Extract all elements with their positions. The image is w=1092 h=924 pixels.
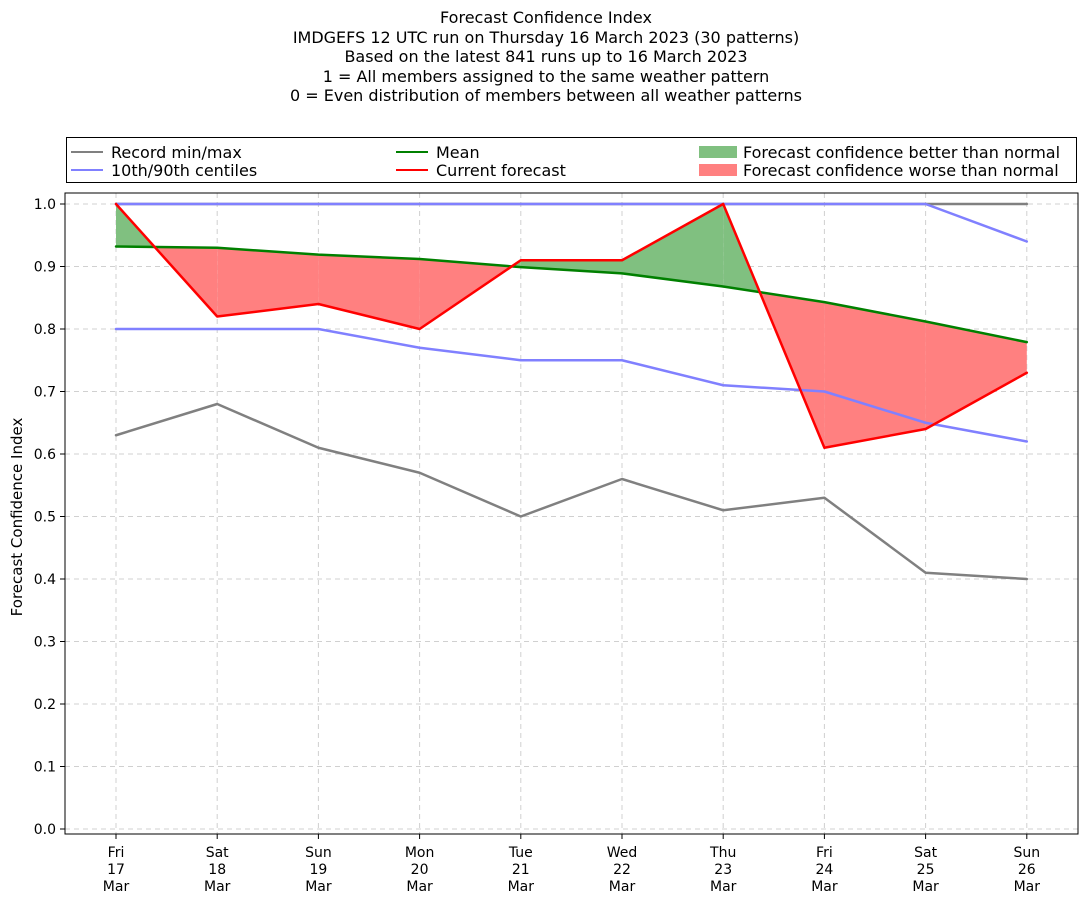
x-tick-label: Mar	[912, 879, 939, 895]
x-tick-label: 24	[815, 862, 833, 878]
legend-item-better: Forecast confidence better than normal	[699, 142, 1061, 162]
series-current-forecast-line	[114, 202, 1029, 449]
tick-layer: 0.00.10.20.30.40.50.60.70.80.91.0Fri17Ma…	[34, 197, 1041, 895]
x-tick-label: Mar	[710, 879, 737, 895]
chart-subtitle-scale-max: 1 = All members assigned to the same wea…	[322, 66, 770, 86]
fill-worse-than-normal	[419, 259, 512, 329]
x-tick-label: 26	[1018, 862, 1036, 878]
legend-item-record: Record min/max	[71, 142, 242, 162]
y-tick-label: 1.0	[34, 197, 56, 213]
chart-subtitle-basis: Based on the latest 841 runs up to 16 Ma…	[344, 47, 748, 66]
x-tick-label: 18	[208, 862, 226, 878]
legend-label-mean: Mean	[436, 142, 480, 162]
x-tick-label: Wed	[607, 845, 638, 861]
fill-worse-than-normal	[217, 247, 319, 317]
y-axis-label: Forecast Confidence Index	[8, 418, 26, 617]
y-tick-label: 0.9	[34, 260, 56, 276]
legend-label-record: Record min/max	[111, 142, 242, 162]
x-tick-label: Sat	[914, 845, 937, 861]
legend-swatch-record	[71, 151, 103, 153]
x-tick-label: Mar	[811, 879, 838, 895]
x-tick-label: 20	[411, 862, 429, 878]
x-tick-label: Mar	[609, 879, 636, 895]
x-tick-label: Mar	[1014, 879, 1041, 895]
x-tick-label: Sun	[1013, 845, 1040, 861]
x-tick-label: Thu	[709, 845, 736, 861]
fill-better-than-normal	[622, 204, 724, 287]
y-tick-label: 0.0	[34, 822, 56, 838]
x-tick-label: Fri	[816, 845, 833, 861]
fill-worse-than-normal	[318, 254, 420, 329]
series-mean-line	[114, 245, 1029, 344]
legend-item-mean: Mean	[396, 142, 480, 162]
chart-title-block: Forecast Confidence Index IMDGEFS 12 UTC…	[0, 8, 1092, 106]
x-tick-label: Mar	[406, 879, 433, 895]
x-tick-label: Sun	[305, 845, 332, 861]
plot-frame	[64, 192, 1079, 835]
legend-label-better: Forecast confidence better than normal	[743, 142, 1061, 162]
fill-better-than-normal	[520, 260, 622, 274]
x-tick-label: Mar	[508, 879, 535, 895]
y-tick-label: 0.1	[34, 760, 56, 776]
chart-title: Forecast Confidence Index	[440, 8, 652, 27]
fill-worse-than-normal	[824, 302, 926, 448]
y-tick-label: 0.8	[34, 322, 56, 338]
legend-swatch-mean	[396, 151, 428, 153]
legend-swatch-better	[699, 146, 737, 158]
y-tick-label: 0.7	[34, 385, 56, 401]
legend-item-worse: Forecast confidence worse than normal	[699, 160, 1059, 180]
fill-layer	[116, 204, 1027, 448]
series-90th-centile-line	[114, 202, 1029, 243]
x-tick-label: 23	[714, 862, 732, 878]
x-tick-label: Mar	[103, 879, 130, 895]
legend-swatch-worse	[699, 164, 737, 176]
line-layer	[114, 202, 1029, 581]
legend-label-current: Current forecast	[436, 160, 566, 180]
chart-subtitle-scale-min: 0 = Even distribution of members between…	[289, 86, 803, 105]
x-tick-label: Tue	[508, 845, 533, 861]
y-tick-label: 0.2	[34, 697, 56, 713]
x-tick-label: 25	[917, 862, 935, 878]
fill-worse-than-normal	[925, 321, 1027, 429]
y-tick-label: 0.3	[34, 635, 56, 651]
x-tick-label: Mon	[405, 845, 435, 861]
x-tick-label: 17	[107, 862, 125, 878]
legend-swatch-current	[396, 169, 428, 171]
x-tick-label: Sat	[206, 845, 229, 861]
y-tick-label: 0.5	[34, 510, 56, 526]
x-tick-label: Mar	[305, 879, 332, 895]
legend-label-worse: Forecast confidence worse than normal	[743, 160, 1059, 180]
legend-swatch-centiles	[71, 169, 103, 171]
x-tick-label: 22	[613, 862, 631, 878]
chart-legend: Record min/max 10th/90th centiles Mean C…	[66, 137, 1077, 183]
x-tick-label: 21	[512, 862, 530, 878]
series-record-min-line	[114, 402, 1029, 581]
y-tick-label: 0.6	[34, 447, 56, 463]
y-tick-label: 0.4	[34, 572, 56, 588]
x-tick-label: 19	[309, 862, 327, 878]
legend-item-current: Current forecast	[396, 160, 566, 180]
legend-label-centiles: 10th/90th centiles	[111, 160, 258, 180]
x-tick-label: Fri	[108, 845, 125, 861]
legend-item-centiles: 10th/90th centiles	[71, 160, 258, 180]
x-tick-label: Mar	[204, 879, 231, 895]
series-10th-centile-line	[114, 327, 1029, 443]
chart-subtitle-run: IMDGEFS 12 UTC run on Thursday 16 March …	[292, 27, 800, 47]
